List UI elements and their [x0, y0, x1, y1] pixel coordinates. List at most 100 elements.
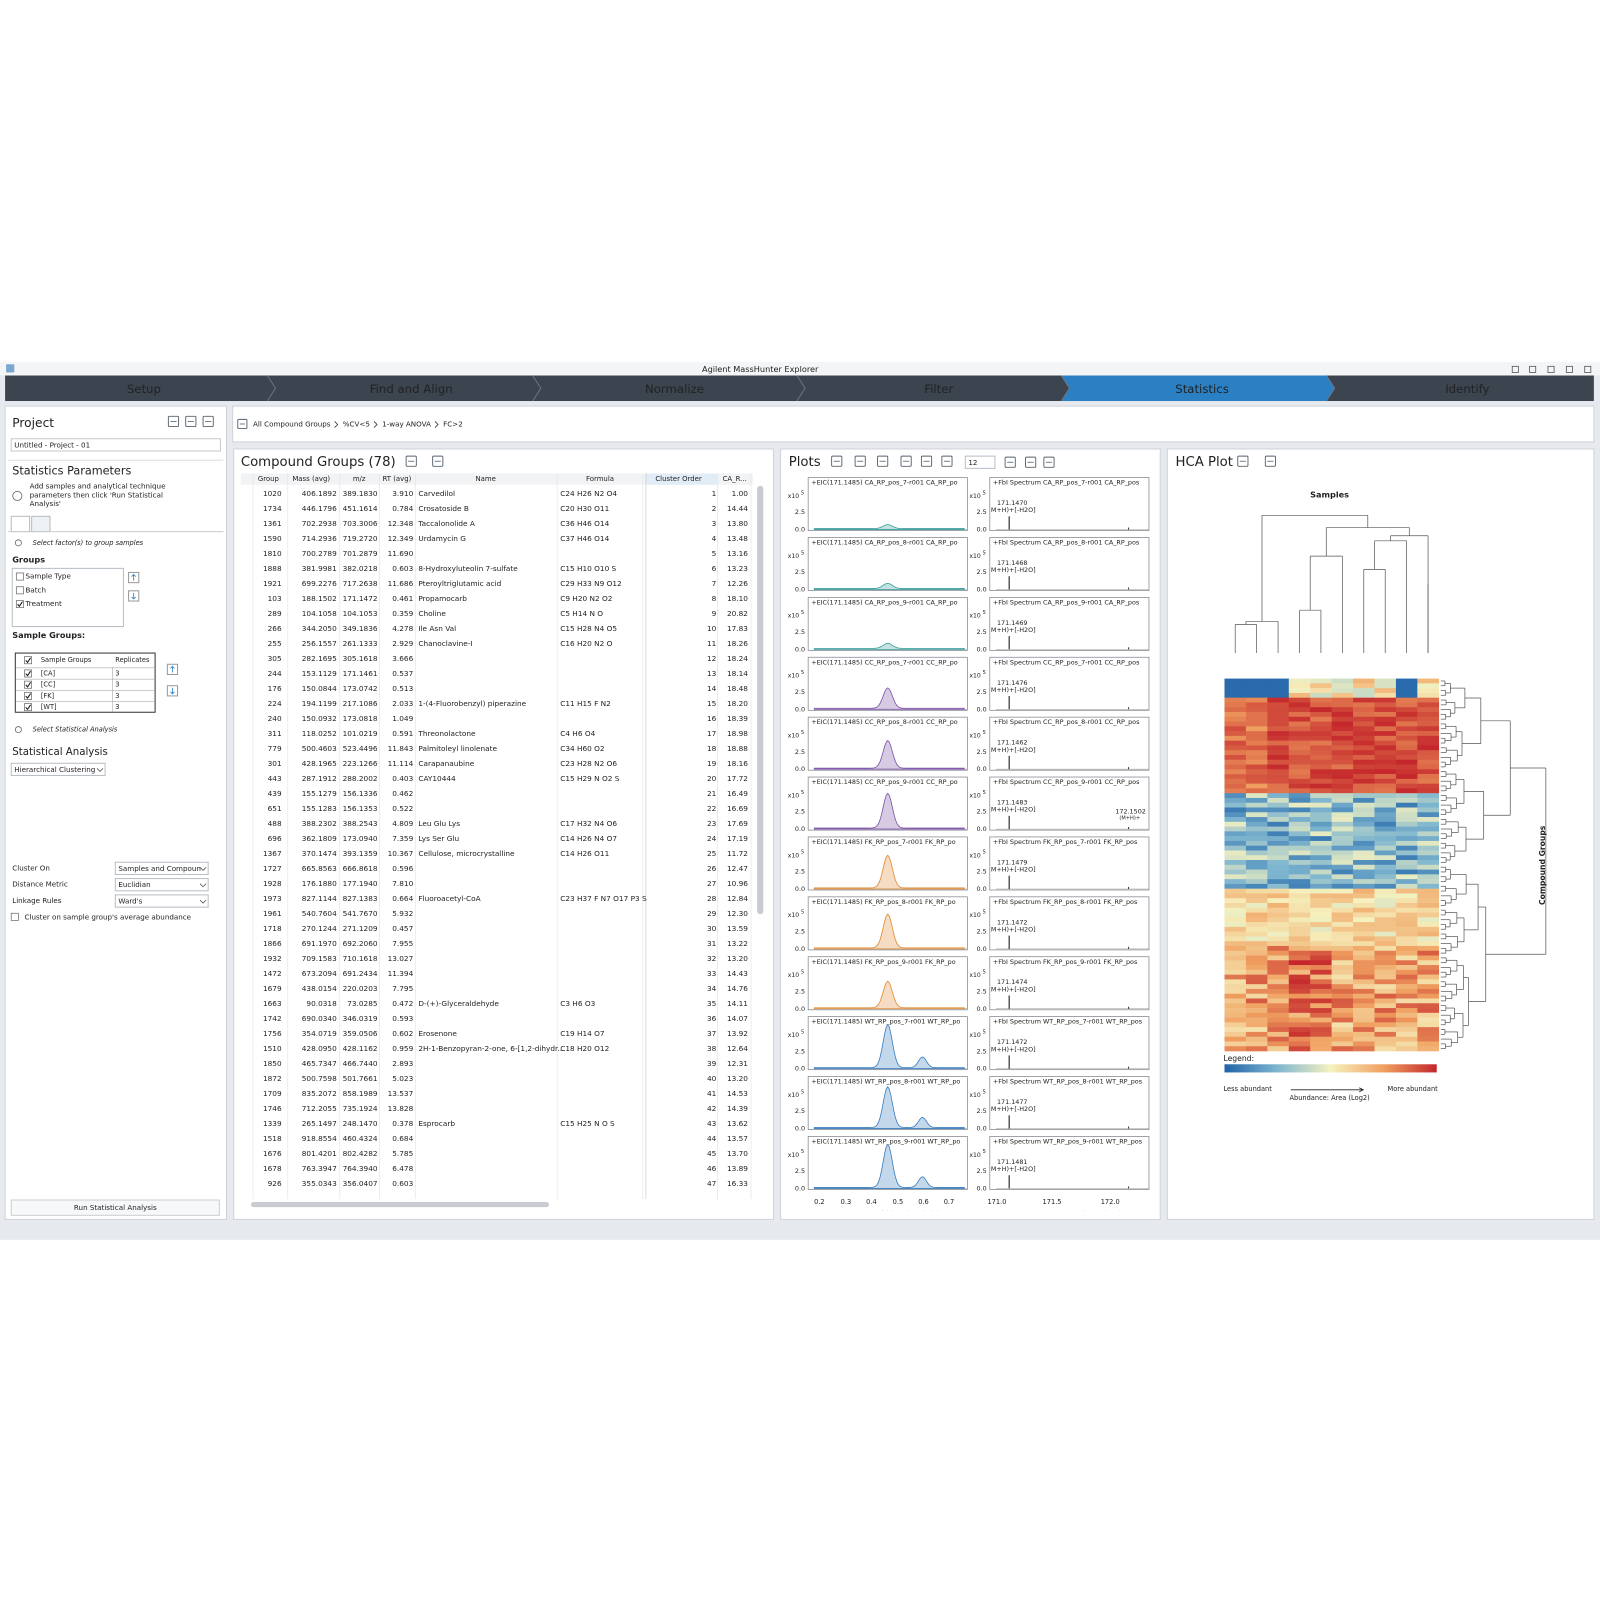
heatmap-cell [1374, 774, 1397, 780]
toolbar-button[interactable] [1043, 456, 1055, 468]
horizontal-scrollbar[interactable] [251, 1202, 549, 1208]
heatmap-cell [1331, 778, 1354, 784]
heatmap-cell [1417, 893, 1440, 899]
toolbar-button[interactable] [941, 455, 953, 467]
toolbar-button[interactable] [1264, 455, 1276, 467]
toolbar-button[interactable] [900, 455, 912, 467]
heatmap-cell [1245, 1008, 1268, 1014]
heatmap-cell [1310, 821, 1332, 827]
table-cell: 428.1965 [302, 759, 337, 768]
table-cell: 709.1583 [302, 954, 337, 963]
group-checkbox[interactable] [15, 600, 24, 609]
dropdown[interactable] [114, 894, 209, 908]
table-cell: Esprocarb [418, 1119, 455, 1128]
sample-group-checkbox[interactable] [24, 703, 32, 712]
heatmap-cell [1395, 1027, 1418, 1033]
heatmap-cell [1288, 692, 1311, 698]
heatmap-cell [1417, 1012, 1440, 1018]
toolbar-button[interactable] [405, 455, 417, 467]
heatmap-cell [1374, 678, 1397, 684]
heatmap-cell [1224, 750, 1247, 756]
heatmap-cell [1288, 826, 1311, 832]
tab-separator [1060, 375, 1070, 402]
heatmap-cell [1417, 922, 1440, 928]
heatmap-cell [1353, 864, 1375, 870]
heatmap-cell [1353, 793, 1375, 799]
select-all-checkbox[interactable] [24, 656, 32, 665]
breadcrumb-item: 1-way ANOVA [382, 419, 431, 428]
toolbar-button[interactable] [167, 415, 180, 427]
heatmap-cell [1267, 845, 1290, 851]
table-cell: 0.403 [392, 774, 413, 783]
heatmap-cell [1288, 969, 1311, 975]
heatmap-cell [1417, 879, 1440, 885]
heatmap-cell [1374, 855, 1397, 861]
table-cell: 11 [707, 639, 716, 648]
dropdown[interactable] [114, 861, 209, 875]
heatmap-cell [1374, 688, 1397, 694]
sample-group-checkbox[interactable] [24, 680, 32, 689]
heatmap-cell [1310, 1041, 1332, 1047]
heatmap-cell [1310, 731, 1332, 737]
mode-tab[interactable] [31, 515, 51, 533]
table-cell: CAY10444 [418, 774, 456, 783]
heatmap-cell [1224, 883, 1247, 889]
toolbar-button[interactable] [202, 415, 214, 427]
toolbar-button[interactable] [432, 455, 444, 467]
y-tick: 2.5 [977, 688, 987, 696]
toolbar-button[interactable] [831, 455, 843, 467]
eic-plot [807, 896, 968, 951]
heatmap-cell [1417, 745, 1440, 751]
heatmap-cell [1395, 893, 1418, 899]
heatmap-cell [1417, 888, 1440, 894]
window-control[interactable] [1547, 365, 1555, 373]
window-control[interactable] [1584, 365, 1592, 373]
window-control[interactable] [1565, 365, 1573, 373]
toolbar-button[interactable] [1237, 455, 1249, 467]
peak-label: (M+H)+ [1119, 815, 1140, 821]
heatmap-cell [1374, 1017, 1397, 1023]
table-cell: 155.1279 [302, 789, 337, 798]
heatmap-cell [1395, 945, 1418, 952]
table-cell: 12 [707, 654, 716, 663]
window-control[interactable] [1511, 365, 1519, 373]
heatmap-cell [1331, 735, 1354, 741]
table-cell: 0.457 [392, 924, 413, 933]
run-button[interactable] [10, 1199, 220, 1216]
table-cell: 21 [707, 789, 716, 798]
heatmap-cell [1331, 926, 1354, 932]
heatmap-cell [1417, 945, 1440, 952]
vertical-scrollbar[interactable] [757, 485, 764, 915]
dropdown[interactable] [114, 878, 209, 892]
heatmap-cell [1310, 879, 1332, 885]
sample-group-checkbox[interactable] [24, 691, 32, 700]
table-cell: C18 H20 O12 [560, 1044, 609, 1053]
toolbar-button[interactable] [877, 455, 889, 467]
table-cell: 827.1144 [302, 894, 337, 903]
group-checkbox[interactable] [15, 586, 24, 595]
toolbar-button[interactable] [1025, 456, 1037, 468]
toolbar-button[interactable] [1004, 456, 1016, 468]
toolbar-button[interactable] [920, 455, 933, 467]
toolbar-button[interactable] [854, 455, 866, 467]
heatmap-cell [1374, 726, 1397, 732]
workflow-tab: Find and Align [370, 382, 453, 396]
heatmap-cell [1331, 845, 1354, 851]
plot-count[interactable] [964, 455, 996, 469]
window-control[interactable] [1529, 365, 1537, 373]
y-multiplier: x10 [788, 1032, 800, 1039]
toolbar-button[interactable] [237, 418, 248, 430]
heatmap-cell [1331, 855, 1354, 861]
sample-group-checkbox[interactable] [24, 669, 32, 678]
table-cell: 177.1940 [343, 879, 378, 888]
heatmap-cell [1374, 764, 1397, 770]
heatmap-cell [1288, 898, 1311, 904]
panel-edge [781, 1210, 1160, 1219]
workflow-tab: Filter [924, 382, 953, 396]
dropdown[interactable] [10, 762, 106, 777]
heatmap-cell [1245, 821, 1268, 827]
group-checkbox[interactable] [15, 572, 24, 581]
average-checkbox[interactable] [10, 912, 19, 921]
mode-tab[interactable] [10, 515, 31, 533]
toolbar-button[interactable] [185, 415, 197, 427]
